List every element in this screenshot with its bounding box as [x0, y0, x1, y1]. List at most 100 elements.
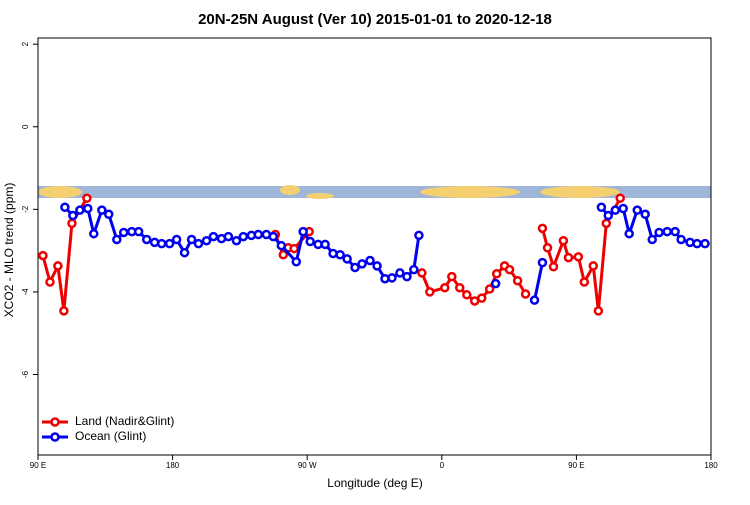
- data-point: [75, 205, 85, 215]
- data-point: [97, 205, 107, 215]
- data-point: [662, 226, 672, 237]
- y-tick-label: -6: [21, 370, 30, 378]
- legend: Land (Nadir&Glint)Ocean (Glint): [42, 414, 174, 443]
- data-point: [118, 227, 129, 238]
- data-point: [504, 264, 515, 275]
- data-point: [632, 205, 643, 215]
- legend-marker: [50, 432, 60, 442]
- data-point: [133, 226, 144, 237]
- data-point: [68, 210, 78, 221]
- data-point: [268, 231, 279, 242]
- data-point: [640, 209, 650, 220]
- data-point: [618, 203, 628, 214]
- data-point: [201, 235, 212, 246]
- data-point: [647, 234, 657, 245]
- data-point: [588, 261, 599, 271]
- data-point: [610, 205, 621, 215]
- data-point: [676, 234, 686, 245]
- data-point: [186, 234, 197, 245]
- data-point: [59, 306, 69, 316]
- data-point: [208, 231, 219, 242]
- data-point: [289, 243, 299, 254]
- data-point: [141, 234, 152, 245]
- x-tick-label: 90 E: [568, 461, 584, 470]
- data-point: [387, 273, 397, 283]
- y-tick-label: 2: [21, 41, 30, 46]
- data-point: [253, 229, 264, 240]
- data-point: [417, 268, 427, 278]
- y-tick-label: 0: [21, 124, 30, 129]
- data-point: [350, 262, 360, 273]
- x-tick-label: 90 W: [298, 461, 317, 470]
- data-point: [409, 264, 419, 275]
- data-point: [624, 228, 634, 239]
- map-strip: [38, 185, 711, 199]
- data-point: [601, 218, 612, 229]
- data-point: [596, 202, 607, 213]
- data-point: [156, 238, 167, 249]
- data-point: [402, 271, 412, 282]
- data-point: [425, 287, 435, 297]
- data-point: [89, 228, 99, 239]
- y-tick-label: -4: [21, 288, 30, 296]
- data-point: [440, 283, 450, 293]
- x-tick-label: 90 E: [30, 461, 46, 470]
- legend-label: Land (Nadir&Glint): [75, 414, 174, 428]
- data-point: [298, 226, 308, 237]
- data-point: [238, 231, 249, 242]
- data-point: [670, 226, 680, 237]
- data-point: [490, 278, 501, 289]
- data-point: [320, 239, 330, 250]
- plot-frame: [37, 37, 712, 456]
- data-point: [484, 284, 495, 294]
- data-point: [414, 230, 424, 241]
- data-point: [476, 293, 487, 303]
- data-point: [45, 277, 55, 287]
- data-point: [112, 234, 122, 245]
- data-point: [357, 259, 367, 269]
- data-point: [542, 242, 553, 253]
- data-point: [529, 295, 540, 305]
- data-point: [171, 234, 182, 245]
- data-point: [603, 210, 614, 221]
- data-point: [193, 238, 204, 249]
- data-point: [593, 306, 604, 316]
- data-point: [537, 257, 548, 268]
- x-tick-label: 180: [166, 461, 180, 470]
- data-point: [60, 202, 70, 213]
- y-tick-label: -2: [21, 205, 30, 213]
- data-point: [491, 268, 502, 279]
- data-point: [692, 238, 702, 249]
- data-point: [67, 218, 77, 229]
- data-point: [654, 227, 664, 238]
- data-point: [83, 203, 93, 214]
- data-point: [548, 261, 559, 272]
- data-point: [395, 268, 405, 278]
- chart-title: 20N-25N August (Ver 10) 2015-01-01 to 20…: [198, 11, 552, 28]
- data-point: [179, 247, 190, 258]
- legend-label: Ocean (Glint): [75, 429, 146, 443]
- data-point: [305, 236, 315, 247]
- data-point: [365, 255, 375, 266]
- data-point: [573, 252, 584, 262]
- data-point: [462, 290, 472, 300]
- data-point: [342, 254, 352, 264]
- data-point: [291, 257, 302, 267]
- data-point: [231, 235, 242, 246]
- data-point: [700, 238, 710, 249]
- data-point: [82, 193, 92, 203]
- data-point: [558, 235, 569, 246]
- legend-marker: [50, 417, 60, 427]
- data-point: [53, 261, 63, 271]
- data-point: [223, 231, 234, 242]
- data-point: [512, 276, 523, 286]
- data-point: [454, 283, 465, 293]
- data-point: [579, 277, 590, 287]
- data-point: [103, 209, 114, 220]
- data-point: [520, 289, 531, 299]
- data-point: [38, 250, 48, 261]
- series-line: [533, 262, 544, 301]
- data-point: [335, 250, 345, 260]
